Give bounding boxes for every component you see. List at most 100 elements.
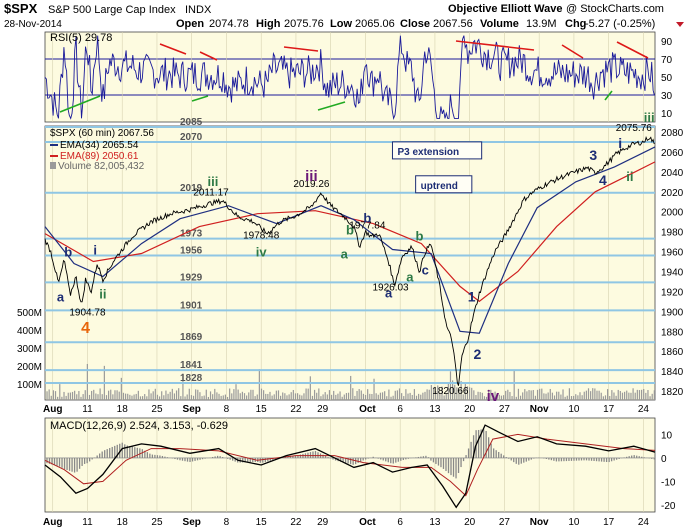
volume-bar (292, 389, 294, 400)
macd-hist-bar (342, 457, 344, 463)
price-tick-label: 1980 (661, 228, 684, 239)
volume-bar (195, 389, 197, 400)
volume-bar (86, 363, 88, 400)
rsi-legend: RSI(5) 29.78 (50, 32, 112, 44)
wave-label: a (385, 285, 393, 300)
macd-hist-bar (221, 457, 224, 458)
volume-bar (485, 396, 488, 400)
level-label: 1841 (180, 360, 203, 371)
macd-hist-bar (53, 457, 56, 466)
x-tick-label: Oct (359, 404, 376, 415)
macd-hist-bar (91, 457, 93, 460)
macd-hist-bar (219, 456, 221, 458)
volume-bar (71, 391, 74, 400)
macd-hist-bar (615, 457, 618, 460)
volume-bar (122, 392, 125, 400)
macd-hist-bar (553, 457, 555, 461)
macd-hist-bar (159, 455, 161, 458)
chg-value: -5.27 (-0.25%) (585, 18, 655, 30)
volume-bar (479, 392, 481, 400)
macd-hist-bar (229, 457, 231, 460)
macd-hist-bar (482, 428, 485, 458)
volume-bar (468, 387, 471, 400)
macd-hist-bar (385, 457, 387, 462)
rsi-trend-red-5 (561, 44, 584, 59)
volume-bar (373, 378, 375, 400)
macd-hist-bar (563, 457, 565, 462)
macd-hist-bar (124, 444, 126, 458)
wave-label: a (57, 289, 65, 304)
macd-hist-bar (332, 457, 334, 460)
volume-value: 13.9M (526, 18, 557, 30)
volume-bar (212, 394, 214, 400)
volume-bar (207, 396, 210, 400)
volume-bar (473, 390, 475, 400)
volume-bar (309, 376, 311, 400)
volume-bar (110, 389, 112, 400)
volume-legend-swatch (50, 162, 56, 169)
annotation-box-label: uptrend (421, 181, 458, 192)
wave-label: iv (487, 388, 500, 405)
macd-hist-bar (56, 457, 58, 466)
macd-hist-bar (457, 457, 460, 474)
price-tick-label: 2020 (661, 188, 684, 199)
volume-bar (615, 395, 617, 400)
macd-hist-bar (86, 457, 88, 464)
ema89-line (44, 161, 656, 303)
volume-bar (343, 394, 345, 400)
macd-hist-bar (452, 457, 455, 477)
price-annotation: 1926.03 (372, 282, 409, 293)
volume-bar (471, 387, 473, 400)
macd-hist-bar (500, 453, 502, 458)
volume-bar (494, 391, 496, 400)
macd-hist-bar (417, 456, 420, 458)
volume-bar (651, 393, 653, 400)
price-annotation: 1978.48 (243, 231, 280, 242)
volume-bar (163, 395, 165, 400)
macd-hist-bar (543, 457, 545, 459)
volume-bar (148, 389, 150, 400)
volume-bar (630, 392, 632, 400)
macd-hist-bar (387, 457, 389, 463)
macd-hist-bar (299, 454, 302, 458)
macd-hist-bar (638, 456, 640, 458)
volume-bar (320, 396, 322, 400)
volume-bar (607, 389, 609, 400)
x-tick-label: Sep (183, 404, 201, 415)
wave-label: c (422, 262, 429, 277)
volume-bar (653, 390, 655, 400)
macd-hist-bar (362, 457, 364, 461)
volume-bar (127, 393, 129, 400)
volume-bar (432, 387, 435, 400)
volume-bar (144, 394, 146, 400)
macd-hist-bar (618, 457, 620, 459)
macd-hist-bar (605, 457, 608, 463)
volume-bar (640, 389, 643, 400)
chart-name: S&P 500 Large Cap Index (48, 4, 176, 16)
volume-bar (564, 396, 566, 400)
volume-bar (624, 391, 626, 400)
volume-bar (50, 395, 52, 400)
volume-bar (339, 391, 341, 400)
macd-hist-bar (558, 457, 560, 462)
wave-label: b (64, 245, 72, 260)
volume-bar (579, 392, 581, 400)
price-tick-label: 2040 (661, 168, 684, 179)
macd-hist-bar (450, 457, 452, 476)
macd-hist-bar (242, 457, 244, 463)
macd-signal-line (44, 433, 656, 497)
volume-bar (129, 394, 131, 400)
volume-bar (522, 392, 524, 400)
volume-bar (626, 390, 628, 400)
macd-hist-bar (322, 454, 324, 458)
macd-hist-bar (134, 447, 136, 458)
macd-hist-bar (633, 455, 635, 458)
macd-x-tick-label: 10 (568, 517, 580, 528)
macd-hist-bar (636, 455, 638, 458)
volume-tick-label: 400M (17, 326, 42, 337)
macd-hist-bar (528, 457, 530, 461)
macd-hist-bar (608, 457, 610, 463)
volume-bar (209, 391, 212, 400)
macd-hist-bar (287, 456, 289, 458)
macd-hist-bar (81, 457, 83, 466)
